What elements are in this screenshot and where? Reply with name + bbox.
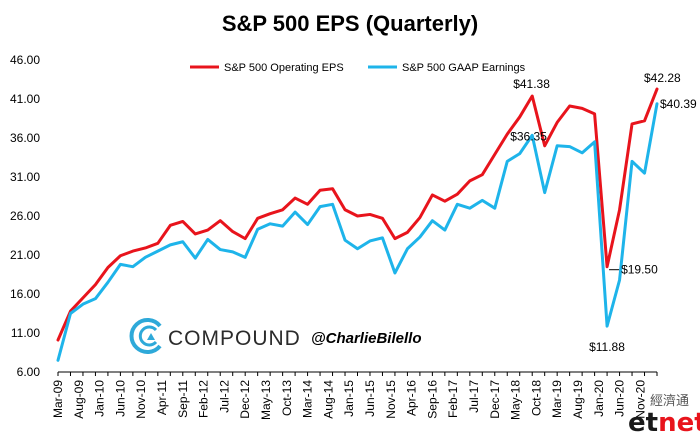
x-tick-label: Jan-15 — [342, 380, 356, 417]
y-tick-label: 6.00 — [17, 365, 41, 379]
chart-title: S&P 500 EPS (Quarterly) — [222, 11, 478, 36]
brand-logo: COMPOUND @CharlieBilello — [129, 318, 422, 354]
x-tick-label: Jun-10 — [113, 380, 127, 417]
x-tick-label: Sep-11 — [176, 380, 190, 418]
watermark-et: et — [628, 408, 658, 436]
x-tick-label: Sep-16 — [425, 380, 439, 419]
x-tick-label: Jul-17 — [467, 380, 481, 413]
watermark-cn-text: 經濟通 — [650, 393, 689, 409]
x-tick-label: Jan-20 — [592, 380, 606, 417]
x-tick-label: Apr-11 — [155, 380, 169, 415]
data-annotation-label: $42.28 — [644, 71, 681, 85]
x-tick-label: Aug-14 — [321, 380, 335, 419]
y-axis: 46.00 41.00 36.00 31.00 26.00 21.00 16.00 11.00… — [10, 53, 40, 379]
brand-handle: @CharlieBilello — [311, 330, 422, 347]
y-tick-label: 31.00 — [10, 170, 40, 184]
x-tick-label: Oct-18 — [529, 380, 543, 416]
y-tick-label: 36.00 — [10, 131, 40, 145]
y-tick-label: 21.00 — [10, 248, 40, 262]
series-layer — [56, 87, 659, 362]
x-tick-label: May-13 — [259, 380, 273, 420]
y-tick-label: 16.00 — [10, 287, 40, 301]
x-tick-label: Jun-15 — [363, 380, 377, 417]
y-tick-label: 41.00 — [10, 92, 40, 106]
data-annotation-label: $19.50 — [621, 263, 658, 277]
compound-logo-icon — [129, 318, 162, 354]
x-tick-label: Nov-15 — [384, 380, 398, 419]
x-tick-label: Nov-20 — [633, 380, 647, 419]
watermark-net: net — [658, 408, 700, 436]
legend-label-gaap: S&P 500 GAAP Earnings — [402, 62, 526, 74]
x-tick-label: Jan-10 — [93, 380, 107, 417]
y-tick-label: 46.00 — [10, 53, 40, 67]
x-tick-label: Feb-17 — [446, 380, 460, 418]
x-tick-label: May-18 — [509, 380, 523, 420]
y-tick-label: 11.00 — [11, 326, 40, 340]
etnet-watermark: 經濟通 etnet — [628, 393, 700, 436]
legend-label-operating: S&P 500 Operating EPS — [224, 62, 344, 74]
watermark-logo: etnet — [628, 408, 700, 436]
x-tick-label: Feb-12 — [197, 380, 211, 418]
x-tick-label: Mar-09 — [51, 380, 65, 418]
brand-name: COMPOUND — [168, 327, 301, 350]
x-tick-label: Mar-19 — [550, 380, 564, 418]
x-tick-label: Dec-12 — [238, 380, 252, 419]
x-tick-label: Jul-12 — [217, 380, 231, 413]
operating-eps-line — [56, 87, 659, 342]
annotation-layer: $41.38 $36.35 $19.50 $11.88 $42.28 $40.39 — [510, 71, 697, 354]
data-annotation-label: $36.35 — [510, 129, 547, 143]
y-tick-label: 26.00 — [10, 209, 40, 223]
x-axis: Mar-09 Aug-09 Jan-10 Jun-10 Nov-10 Apr-11 Sep-… — [51, 371, 658, 420]
x-tick-label: Nov-10 — [134, 380, 148, 419]
x-tick-label: Apr-16 — [405, 380, 419, 416]
x-tick-label: Jun-20 — [613, 380, 627, 417]
x-tick-label: Oct-13 — [280, 380, 294, 416]
gaap-earnings-line — [56, 102, 659, 362]
x-tick-label: Mar-14 — [301, 380, 315, 418]
data-annotation-label: $41.38 — [513, 77, 550, 91]
legend: S&P 500 Operating EPS S&P 500 GAAP Earni… — [190, 62, 526, 74]
data-annotation-label: $40.39 — [660, 97, 697, 111]
x-tick-label: Dec-17 — [488, 380, 502, 419]
x-tick-label: Aug-09 — [72, 380, 86, 419]
data-annotation-label: $11.88 — [589, 340, 625, 354]
x-tick-label: Aug-19 — [571, 380, 585, 419]
